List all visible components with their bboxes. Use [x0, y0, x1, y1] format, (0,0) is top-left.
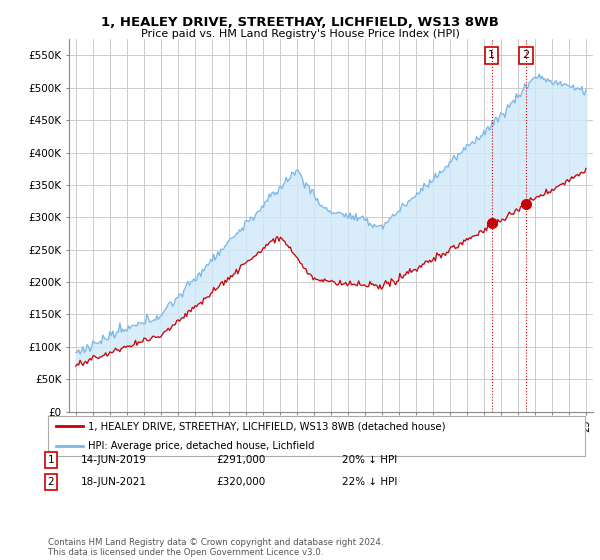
Text: 1, HEALEY DRIVE, STREETHAY, LICHFIELD, WS13 8WB (detached house): 1, HEALEY DRIVE, STREETHAY, LICHFIELD, W…	[88, 421, 446, 431]
Text: 1: 1	[47, 455, 55, 465]
Text: Contains HM Land Registry data © Crown copyright and database right 2024.
This d: Contains HM Land Registry data © Crown c…	[48, 538, 383, 557]
Text: 1, HEALEY DRIVE, STREETHAY, LICHFIELD, WS13 8WB: 1, HEALEY DRIVE, STREETHAY, LICHFIELD, W…	[101, 16, 499, 29]
Text: 14-JUN-2019: 14-JUN-2019	[81, 455, 147, 465]
Text: 2: 2	[522, 50, 529, 60]
Text: 1: 1	[488, 50, 495, 60]
Text: 20% ↓ HPI: 20% ↓ HPI	[342, 455, 397, 465]
Text: Price paid vs. HM Land Registry's House Price Index (HPI): Price paid vs. HM Land Registry's House …	[140, 29, 460, 39]
Text: £291,000: £291,000	[216, 455, 265, 465]
Text: HPI: Average price, detached house, Lichfield: HPI: Average price, detached house, Lich…	[88, 441, 315, 451]
Text: 22% ↓ HPI: 22% ↓ HPI	[342, 477, 397, 487]
Text: £320,000: £320,000	[216, 477, 265, 487]
Text: 18-JUN-2021: 18-JUN-2021	[81, 477, 147, 487]
Text: 2: 2	[47, 477, 55, 487]
